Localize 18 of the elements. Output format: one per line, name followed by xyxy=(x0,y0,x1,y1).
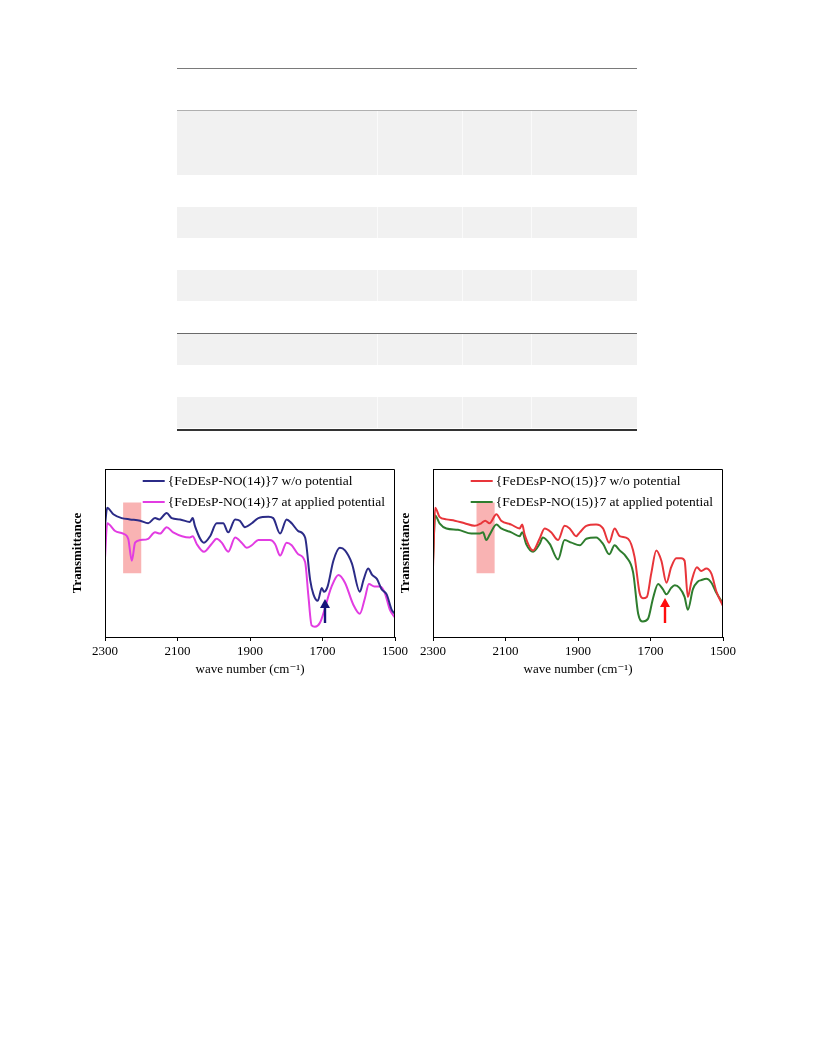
x-tick-label: 2300 xyxy=(92,643,118,659)
y-axis-title: Transmittance xyxy=(69,512,85,594)
x-tick-label: 1500 xyxy=(382,643,408,659)
legend-label: {FeDEsP-NO(15)}7 at applied potential xyxy=(495,493,714,509)
x-tick-label: 1500 xyxy=(710,643,736,659)
legend-label: {FeDEsP-NO(14)}7 at applied potential xyxy=(167,493,386,509)
legend-label: {FeDEsP-NO(14)}7 w/o potential xyxy=(167,472,353,488)
x-tick-label: 1700 xyxy=(309,643,336,659)
x-tick-label: 2300 xyxy=(420,643,446,659)
x-axis-title: wave number (cm⁻¹) xyxy=(523,660,633,676)
x-tick-label: 2100 xyxy=(492,643,519,659)
x-tick-label: 2100 xyxy=(164,643,191,659)
x-tick-label: 1700 xyxy=(637,643,664,659)
x-axis-title: wave number (cm⁻¹) xyxy=(195,660,305,676)
y-axis-title: Transmittance xyxy=(397,512,413,594)
legend-label: {FeDEsP-NO(15)}7 w/o potential xyxy=(495,472,681,488)
x-tick-label: 1900 xyxy=(237,643,263,659)
x-tick-label: 1900 xyxy=(565,643,591,659)
